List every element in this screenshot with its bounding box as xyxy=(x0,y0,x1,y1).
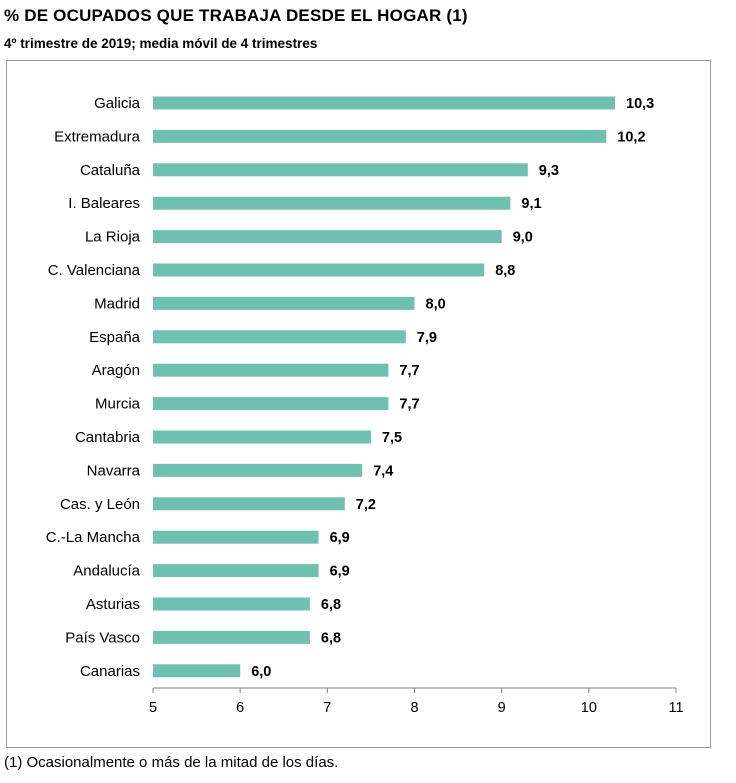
category-label: Cataluña xyxy=(80,162,141,179)
data-label: 7,5 xyxy=(382,430,402,446)
chart-subtitle: 4º trimestre de 2019; media móvil de 4 t… xyxy=(4,36,318,51)
x-tick-label: 7 xyxy=(323,700,331,716)
category-label: Galicia xyxy=(94,95,141,112)
bar xyxy=(153,263,485,277)
category-label: España xyxy=(89,329,141,346)
data-label: 8,8 xyxy=(495,263,515,279)
data-label: 6,8 xyxy=(321,630,341,646)
footnote: (1) Ocasionalmente o más de la mitad de … xyxy=(4,754,339,771)
data-label: 6,0 xyxy=(251,664,271,680)
category-label: Extremadura xyxy=(54,128,141,145)
category-label: Aragón xyxy=(92,362,140,379)
data-label: 7,7 xyxy=(399,363,419,379)
bars-layer: Galicia 10,3 Extremadura 10,2 Cataluña 9,3 I. … xyxy=(46,95,654,680)
bar xyxy=(153,330,406,344)
bar xyxy=(153,129,607,143)
bar xyxy=(153,230,502,244)
category-label: I. Baleares xyxy=(68,195,140,212)
category-label: Cas. y León xyxy=(60,496,140,513)
data-label: 7,9 xyxy=(417,330,437,346)
chart-title: % DE OCUPADOS QUE TRABAJA DESDE EL HOGAR… xyxy=(4,6,468,25)
data-label: 9,1 xyxy=(521,196,541,212)
bar xyxy=(153,397,389,411)
bar xyxy=(153,363,389,377)
data-label: 10,3 xyxy=(626,96,654,112)
data-label: 7,4 xyxy=(373,463,393,479)
bar xyxy=(153,196,511,210)
data-label: 7,7 xyxy=(399,397,419,413)
bar xyxy=(153,430,371,444)
bar xyxy=(153,597,310,611)
bar xyxy=(153,664,241,678)
data-label: 8,0 xyxy=(426,296,446,312)
bar xyxy=(153,296,415,310)
category-label: C.-La Mancha xyxy=(46,529,141,546)
bar xyxy=(153,463,363,477)
chart-frame xyxy=(6,60,711,748)
x-tick-label: 6 xyxy=(236,700,244,716)
data-label: 6,9 xyxy=(330,564,350,580)
category-label: Asturias xyxy=(86,596,140,613)
x-tick-label: 9 xyxy=(498,700,506,716)
category-label: Cantabria xyxy=(75,429,141,446)
category-label: País Vasco xyxy=(65,629,140,646)
bar xyxy=(153,96,615,110)
category-label: Navarra xyxy=(87,462,141,479)
data-label: 7,2 xyxy=(356,497,376,513)
data-label: 9,0 xyxy=(513,230,533,246)
bar xyxy=(153,497,345,511)
category-label: Andalucía xyxy=(73,563,140,580)
x-tick-label: 5 xyxy=(149,700,157,716)
data-label: 9,3 xyxy=(539,163,559,179)
bar xyxy=(153,163,528,177)
category-label: Canarias xyxy=(80,663,140,680)
x-tick-label: 11 xyxy=(668,700,683,716)
data-label: 6,9 xyxy=(330,530,350,546)
data-label: 10,2 xyxy=(617,129,645,145)
bar xyxy=(153,564,319,578)
x-axis: 5 6 7 8 9 10 11 xyxy=(149,687,684,716)
bar xyxy=(153,530,319,544)
category-label: La Rioja xyxy=(85,229,141,246)
category-label: C. Valenciana xyxy=(48,262,141,279)
category-label: Murcia xyxy=(95,396,141,413)
data-label: 6,8 xyxy=(321,597,341,613)
x-tick-label: 8 xyxy=(410,700,418,716)
bar xyxy=(153,630,310,644)
x-tick-label: 10 xyxy=(581,700,597,716)
category-label: Madrid xyxy=(94,295,140,312)
